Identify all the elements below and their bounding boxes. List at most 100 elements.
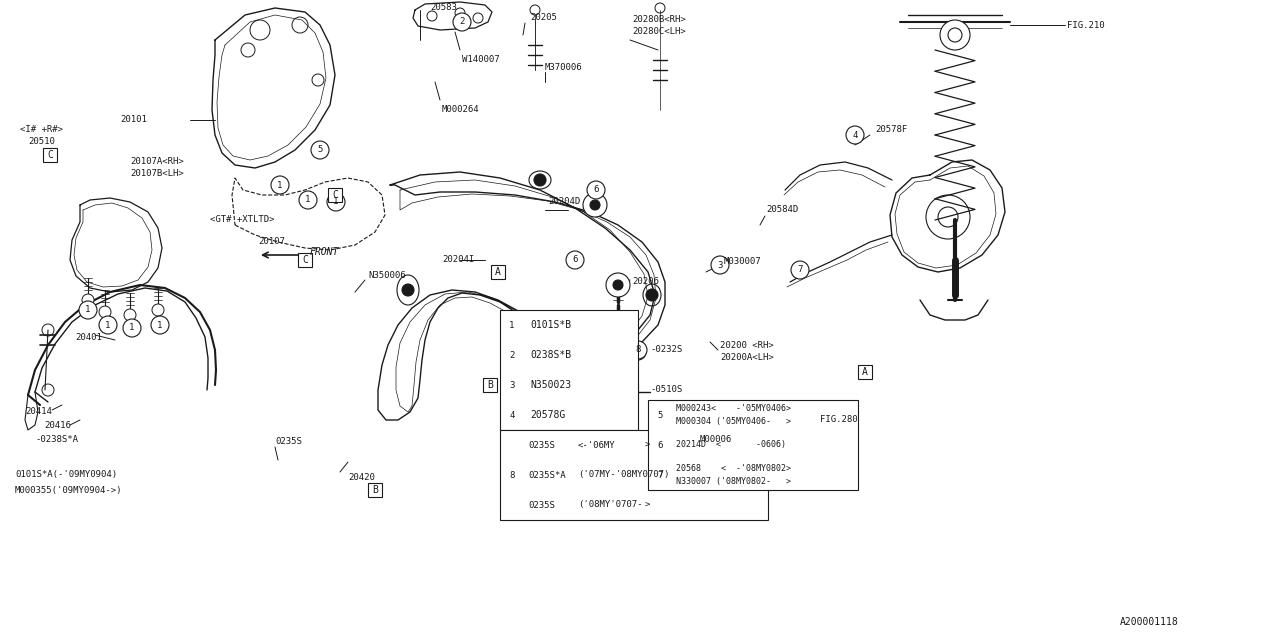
- Text: 20101: 20101: [120, 115, 147, 125]
- Text: 20578F: 20578F: [876, 125, 908, 134]
- Text: 20206: 20206: [632, 278, 659, 287]
- Bar: [369, 483, 381, 497]
- Circle shape: [402, 284, 413, 296]
- Text: B: B: [488, 380, 493, 390]
- Text: 20107A<RH>: 20107A<RH>: [131, 157, 184, 166]
- Text: M030007: M030007: [724, 257, 762, 266]
- Circle shape: [152, 304, 164, 316]
- Text: 20200A<LH>: 20200A<LH>: [719, 353, 773, 362]
- Text: 0235S*A: 0235S*A: [529, 470, 566, 479]
- Text: M00006: M00006: [700, 435, 732, 445]
- Text: FIG.280: FIG.280: [820, 415, 858, 424]
- Circle shape: [590, 200, 600, 210]
- Text: A200001118: A200001118: [1120, 617, 1179, 627]
- Circle shape: [710, 256, 730, 274]
- Text: 20416: 20416: [44, 420, 70, 429]
- Circle shape: [588, 181, 605, 199]
- Text: M000355('09MY0904->): M000355('09MY0904->): [15, 486, 123, 495]
- Text: A: A: [861, 367, 868, 377]
- Circle shape: [271, 176, 289, 194]
- Text: B: B: [372, 485, 378, 495]
- Text: 5: 5: [317, 145, 323, 154]
- Bar: [500, 430, 768, 520]
- Text: 0235S: 0235S: [529, 440, 554, 449]
- Text: C: C: [302, 255, 308, 265]
- Text: 1: 1: [509, 321, 515, 330]
- Text: 20214D  <       -0606): 20214D < -0606): [676, 440, 786, 449]
- Bar: [483, 378, 497, 392]
- Text: 1: 1: [129, 323, 134, 333]
- Text: 20107B<LH>: 20107B<LH>: [131, 170, 184, 179]
- Text: -0238S*A: -0238S*A: [35, 435, 78, 445]
- Text: 20401: 20401: [76, 333, 102, 342]
- Text: 6: 6: [594, 186, 599, 195]
- Circle shape: [628, 341, 646, 359]
- Circle shape: [123, 319, 141, 337]
- Text: N350006: N350006: [369, 271, 406, 280]
- Text: N350023: N350023: [530, 380, 571, 390]
- Text: >: >: [645, 500, 650, 509]
- Circle shape: [566, 251, 584, 269]
- Text: 1: 1: [157, 321, 163, 330]
- Circle shape: [79, 301, 97, 319]
- Text: 1: 1: [278, 180, 283, 189]
- Text: 0235S: 0235S: [275, 438, 302, 447]
- Bar: [298, 253, 312, 267]
- Text: 20204I: 20204I: [442, 255, 475, 264]
- Circle shape: [326, 193, 346, 211]
- Text: 8: 8: [635, 346, 641, 355]
- Circle shape: [630, 344, 646, 360]
- Circle shape: [652, 467, 668, 483]
- Text: 5: 5: [658, 410, 663, 419]
- Circle shape: [99, 306, 111, 318]
- Text: 6: 6: [658, 440, 663, 449]
- Text: 20568    <  -'08MY0802>: 20568 < -'08MY0802>: [676, 464, 791, 473]
- Circle shape: [504, 467, 520, 483]
- Text: FIG.210: FIG.210: [1068, 20, 1105, 29]
- Text: 7: 7: [658, 470, 663, 479]
- Text: C: C: [332, 190, 338, 200]
- Text: <-'06MY: <-'06MY: [579, 440, 616, 449]
- Text: N330007 ('08MY0802-   >: N330007 ('08MY0802- >: [676, 477, 791, 486]
- Circle shape: [652, 437, 668, 453]
- Circle shape: [530, 5, 540, 15]
- Text: 8: 8: [509, 470, 515, 479]
- Text: 0238S*B: 0238S*B: [530, 350, 571, 360]
- Text: 6: 6: [572, 255, 577, 264]
- Text: C: C: [47, 150, 52, 160]
- Bar: [328, 188, 342, 202]
- Circle shape: [311, 141, 329, 159]
- Text: 4: 4: [509, 410, 515, 419]
- Text: 3: 3: [717, 260, 723, 269]
- Bar: [500, 310, 637, 430]
- Text: 20280C<LH>: 20280C<LH>: [632, 28, 686, 36]
- Text: 20583: 20583: [430, 3, 457, 12]
- Text: 2: 2: [509, 351, 515, 360]
- Text: 0101S*B: 0101S*B: [530, 320, 571, 330]
- Circle shape: [605, 273, 630, 297]
- Circle shape: [646, 289, 658, 301]
- Text: M000304 ('05MY0406-   >: M000304 ('05MY0406- >: [676, 417, 791, 426]
- Circle shape: [151, 316, 169, 334]
- Circle shape: [613, 280, 623, 290]
- Text: 20420: 20420: [348, 474, 375, 483]
- Text: 20205: 20205: [530, 13, 557, 22]
- Text: W140007: W140007: [462, 56, 499, 65]
- Circle shape: [846, 126, 864, 144]
- Circle shape: [504, 317, 520, 333]
- Text: 20578G: 20578G: [530, 410, 566, 420]
- Circle shape: [82, 294, 93, 306]
- Text: 20200 <RH>: 20200 <RH>: [719, 340, 773, 349]
- Bar: [648, 400, 858, 490]
- Text: 4: 4: [852, 131, 858, 140]
- Text: 20107: 20107: [259, 237, 285, 246]
- Text: M000264: M000264: [442, 106, 480, 115]
- Text: 20204D: 20204D: [548, 198, 580, 207]
- Text: FRONT: FRONT: [310, 247, 339, 257]
- Text: 3: 3: [509, 381, 515, 390]
- Text: 7: 7: [797, 266, 803, 275]
- Bar: [492, 265, 506, 279]
- Text: 0235S: 0235S: [529, 500, 554, 509]
- Circle shape: [504, 347, 520, 363]
- Text: 20414: 20414: [26, 408, 52, 417]
